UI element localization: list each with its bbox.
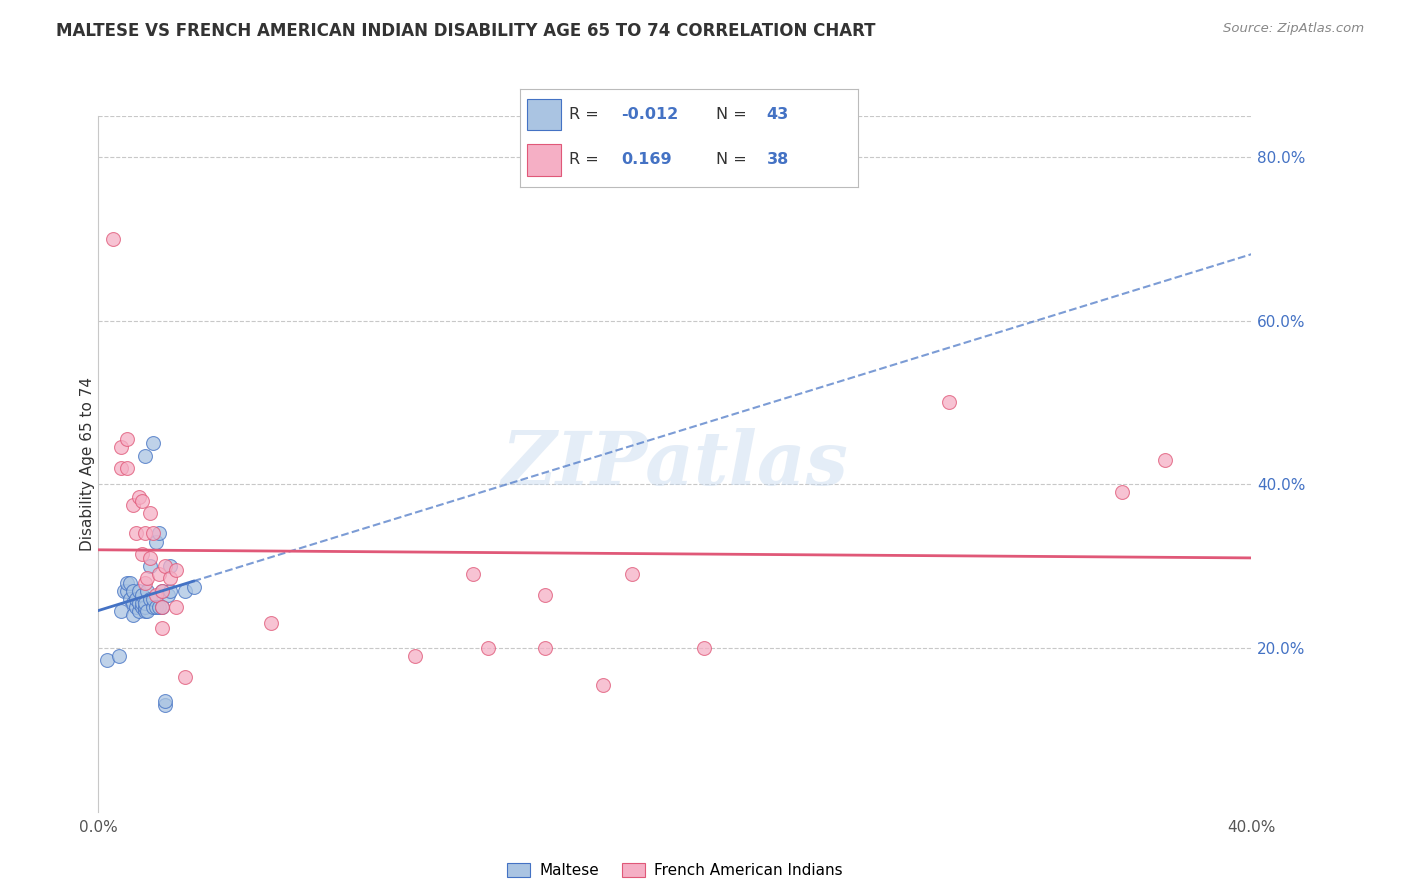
- Point: [136, 604, 159, 618]
- Y-axis label: Disability Age 65 to 74: Disability Age 65 to 74: [80, 376, 94, 551]
- Text: MALTESE VS FRENCH AMERICAN INDIAN DISABILITY AGE 65 TO 74 CORRELATION CHART: MALTESE VS FRENCH AMERICAN INDIAN DISABI…: [56, 22, 876, 40]
- Text: R =: R =: [569, 107, 599, 122]
- Point: [136, 583, 159, 598]
- Point: [145, 588, 167, 602]
- Point: [159, 583, 181, 598]
- Point: [142, 526, 165, 541]
- Point: [142, 436, 165, 450]
- Point: [120, 575, 142, 590]
- Point: [174, 670, 197, 684]
- Point: [150, 583, 173, 598]
- Point: [938, 395, 960, 409]
- Point: [477, 640, 499, 655]
- Point: [592, 678, 614, 692]
- Point: [136, 571, 159, 585]
- Point: [142, 600, 165, 615]
- Point: [183, 580, 205, 594]
- Point: [165, 600, 187, 615]
- Point: [131, 547, 153, 561]
- Point: [159, 559, 181, 574]
- Bar: [527, 99, 561, 130]
- Point: [153, 559, 176, 574]
- Point: [405, 649, 427, 664]
- Text: -0.012: -0.012: [621, 107, 679, 122]
- Point: [174, 583, 197, 598]
- Point: [122, 596, 145, 610]
- Point: [120, 591, 142, 606]
- Point: [125, 526, 148, 541]
- Point: [134, 526, 156, 541]
- Point: [159, 571, 181, 585]
- Point: [122, 498, 145, 512]
- Point: [534, 588, 557, 602]
- Point: [128, 604, 150, 618]
- Point: [122, 583, 145, 598]
- Point: [139, 591, 162, 606]
- Point: [142, 591, 165, 606]
- Text: 0.169: 0.169: [621, 153, 672, 168]
- Point: [131, 493, 153, 508]
- Point: [117, 461, 139, 475]
- Point: [125, 591, 148, 606]
- Point: [110, 461, 132, 475]
- Point: [134, 449, 156, 463]
- Point: [150, 600, 173, 615]
- Point: [101, 232, 124, 246]
- Point: [145, 600, 167, 615]
- Point: [131, 596, 153, 610]
- Point: [125, 600, 148, 615]
- Text: N =: N =: [716, 153, 747, 168]
- Point: [534, 640, 557, 655]
- Point: [128, 490, 150, 504]
- Point: [128, 583, 150, 598]
- Text: 38: 38: [766, 153, 789, 168]
- Legend: Maltese, French American Indians: Maltese, French American Indians: [501, 857, 849, 884]
- Text: R =: R =: [569, 153, 599, 168]
- Point: [156, 588, 179, 602]
- Point: [148, 526, 170, 541]
- Point: [134, 600, 156, 615]
- Point: [117, 432, 139, 446]
- Point: [139, 551, 162, 566]
- Point: [134, 604, 156, 618]
- Point: [153, 698, 176, 713]
- Point: [1153, 452, 1175, 467]
- Point: [134, 575, 156, 590]
- Point: [165, 563, 187, 577]
- Point: [150, 583, 173, 598]
- Point: [110, 441, 132, 455]
- Text: Source: ZipAtlas.com: Source: ZipAtlas.com: [1223, 22, 1364, 36]
- Point: [1111, 485, 1133, 500]
- Point: [131, 588, 153, 602]
- Bar: [527, 145, 561, 176]
- Point: [110, 604, 132, 618]
- Text: N =: N =: [716, 107, 747, 122]
- Point: [153, 694, 176, 708]
- Point: [620, 567, 643, 582]
- Point: [150, 600, 173, 615]
- Point: [107, 649, 129, 664]
- Point: [693, 640, 716, 655]
- Point: [148, 600, 170, 615]
- Point: [148, 567, 170, 582]
- Point: [461, 567, 484, 582]
- Text: ZIPatlas: ZIPatlas: [502, 427, 848, 500]
- Point: [96, 653, 118, 667]
- Point: [117, 583, 139, 598]
- Point: [128, 596, 150, 610]
- Point: [260, 616, 283, 631]
- Point: [150, 621, 173, 635]
- Point: [139, 506, 162, 520]
- Point: [139, 559, 162, 574]
- Point: [134, 596, 156, 610]
- Point: [131, 600, 153, 615]
- Text: 43: 43: [766, 107, 789, 122]
- Point: [112, 583, 135, 598]
- Point: [122, 608, 145, 623]
- Point: [117, 575, 139, 590]
- Point: [145, 534, 167, 549]
